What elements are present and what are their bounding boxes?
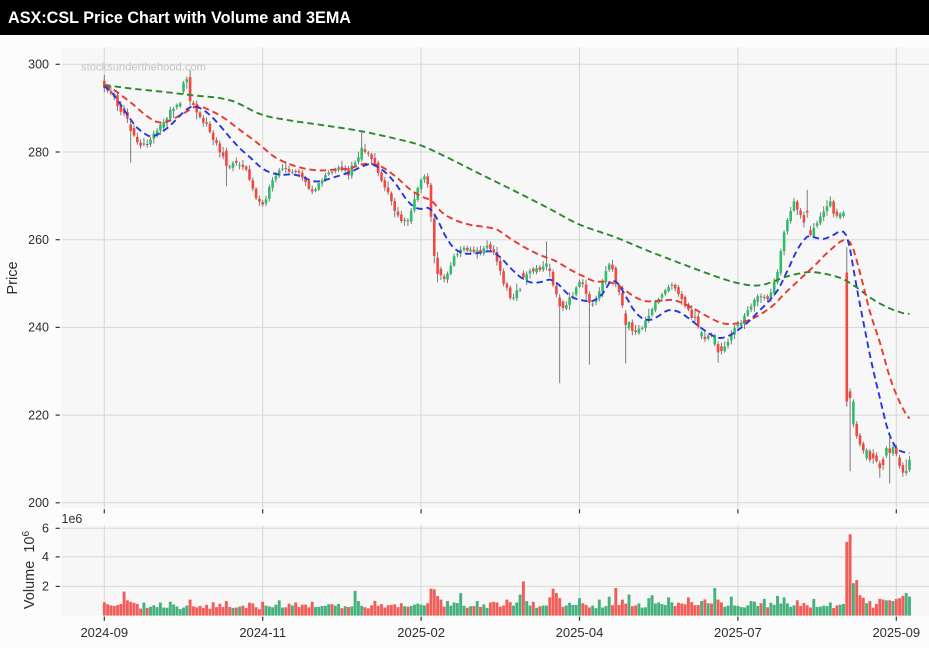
svg-text:6: 6	[42, 522, 49, 536]
svg-text:300: 300	[28, 58, 49, 72]
svg-text:ASX:CSL Price Chart with Volum: ASX:CSL Price Chart with Volume and 3EMA	[8, 9, 351, 27]
svg-text:1e6: 1e6	[62, 512, 83, 526]
svg-text:2024-09: 2024-09	[80, 625, 128, 640]
svg-text:2025-02: 2025-02	[397, 625, 445, 640]
svg-text:240: 240	[28, 321, 49, 335]
svg-text:Volume 106: Volume 106	[21, 531, 38, 610]
svg-text:2: 2	[42, 580, 49, 594]
svg-text:2025-07: 2025-07	[714, 625, 762, 640]
svg-text:4: 4	[42, 550, 49, 564]
svg-text:260: 260	[28, 233, 49, 247]
svg-text:200: 200	[28, 496, 49, 510]
svg-text:2024-11: 2024-11	[239, 625, 286, 640]
svg-text:220: 220	[28, 408, 49, 422]
svg-text:2025-09: 2025-09	[872, 625, 920, 640]
svg-text:stocksunderthehood.com: stocksunderthehood.com	[81, 62, 206, 74]
svg-text:2025-04: 2025-04	[556, 625, 604, 640]
svg-text:280: 280	[28, 145, 49, 159]
svg-text:Price: Price	[5, 261, 21, 294]
